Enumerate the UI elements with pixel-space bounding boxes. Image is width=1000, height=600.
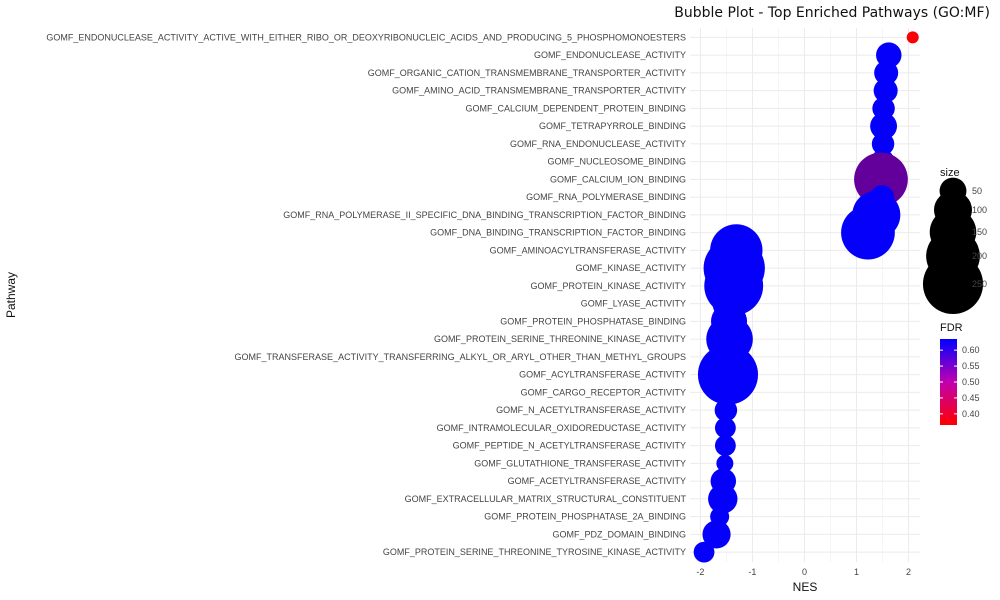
size-legend-bubble <box>922 253 984 315</box>
size-legend-label: 250 <box>972 279 987 289</box>
pathway-label: GOMF_RNA_POLYMERASE_II_SPECIFIC_DNA_BIND… <box>283 210 686 220</box>
pathway-label: GOMF_CALCIUM_ION_BINDING <box>550 174 686 184</box>
fdr-tick-label: 0.45 <box>962 393 980 403</box>
pathway-label: GOMF_CARGO_RECEPTOR_ACTIVITY <box>521 387 686 397</box>
pathway-label: GOMF_TRANSFERASE_ACTIVITY_TRANSFERRING_A… <box>235 352 686 362</box>
pathway-label: GOMF_ENDONUCLEASE_ACTIVITY <box>534 50 686 60</box>
size-legend-title: size <box>940 167 960 179</box>
pathway-label: GOMF_PROTEIN_KINASE_ACTIVITY <box>530 281 686 291</box>
pathway-label: GOMF_NUCLEOSOME_BINDING <box>547 157 686 167</box>
bubble <box>708 484 738 514</box>
fdr-tick-label: 0.40 <box>962 409 980 419</box>
pathway-label: GOMF_DNA_BINDING_TRANSCRIPTION_FACTOR_BI… <box>430 228 686 238</box>
pathway-label: GOMF_AMINO_ACID_TRANSMEMBRANE_TRANSPORTE… <box>392 86 686 96</box>
pathway-label: GOMF_GLUTATHIONE_TRANSFERASE_ACTIVITY <box>474 458 686 468</box>
bubble <box>841 205 895 260</box>
size-legend-label: 50 <box>972 186 982 196</box>
bubble <box>702 520 731 549</box>
pathway-label: GOMF_ACETYLTRANSFERASE_ACTIVITY <box>508 476 686 486</box>
x-axis-title: NES <box>793 580 818 594</box>
pathway-label: GOMF_PROTEIN_PHOSPHATASE_2A_BINDING <box>484 512 686 522</box>
bubble <box>714 417 736 439</box>
bubble <box>714 435 736 457</box>
data-points <box>693 31 919 563</box>
pathway-label: GOMF_ACYLTRANSFERASE_ACTIVITY <box>519 370 686 380</box>
pathway-label: GOMF_CALCIUM_DEPENDENT_PROTEIN_BINDING <box>465 103 686 113</box>
pathway-label: GOMF_PROTEIN_SERINE_THREONINE_KINASE_ACT… <box>434 334 686 344</box>
chart-title: Bubble Plot - Top Enriched Pathways (GO:… <box>674 5 990 21</box>
bubble <box>906 31 919 44</box>
fdr-colorbar <box>940 339 957 425</box>
size-legend: size 50 100 150 200 250 <box>922 167 987 315</box>
x-axis-ticks: -2 -1 0 1 2 <box>696 567 911 577</box>
bubble <box>873 78 898 103</box>
pathway-label: GOMF_AMINOACYLTRANSFERASE_ACTIVITY <box>490 245 686 255</box>
pathway-label: GOMF_TETRAPYRROLE_BINDING <box>539 121 686 131</box>
pathway-label: GOMF_RNA_ENDONUCLEASE_ACTIVITY <box>510 139 686 149</box>
y-axis-title: Pathway <box>4 272 18 318</box>
pathway-labels: GOMF_ENDONUCLEASE_ACTIVITY_ACTIVE_WITH_E… <box>46 32 686 557</box>
x-tick-label: 0 <box>802 567 807 577</box>
bubble <box>870 112 898 140</box>
bubble <box>693 541 715 563</box>
pathway-label: GOMF_INTRAMOLECULAR_OXIDOREDUCTASE_ACTIV… <box>437 423 686 433</box>
bubble <box>716 454 734 472</box>
pathway-label: GOMF_PDZ_DOMAIN_BINDING <box>552 529 686 539</box>
x-tick-label: 1 <box>854 567 859 577</box>
bubble <box>871 132 895 156</box>
bubble <box>714 398 738 422</box>
x-tick-label: -2 <box>696 567 704 577</box>
pathway-label: GOMF_PROTEIN_PHOSPHATASE_BINDING <box>500 316 686 326</box>
size-legend-label: 150 <box>972 227 987 237</box>
pathway-label: GOMF_ENDONUCLEASE_ACTIVITY_ACTIVE_WITH_E… <box>46 32 686 42</box>
pathway-label: GOMF_KINASE_ACTIVITY <box>575 263 686 273</box>
size-legend-label: 100 <box>972 205 987 215</box>
pathway-label: GOMF_PROTEIN_SERINE_THREONINE_TYROSINE_K… <box>383 547 686 557</box>
pathway-label: GOMF_N_ACETYLTRANSFERASE_ACTIVITY <box>496 405 686 415</box>
pathway-label: GOMF_LYASE_ACTIVITY <box>581 299 686 309</box>
pathway-label: GOMF_ORGANIC_CATION_TRANSMEMBRANE_TRANSP… <box>368 68 686 78</box>
pathway-label: GOMF_EXTRACELLULAR_MATRIX_STRUCTURAL_CON… <box>405 494 687 504</box>
size-legend-label: 200 <box>972 251 987 261</box>
bubble <box>717 381 739 403</box>
fdr-tick-label: 0.50 <box>962 377 980 387</box>
pathway-label: GOMF_RNA_POLYMERASE_BINDING <box>526 192 686 202</box>
bubble <box>874 60 899 85</box>
fdr-tick-label: 0.55 <box>962 361 980 371</box>
fdr-legend: FDR 0.60 0.55 0.50 0.45 0.40 <box>940 322 980 425</box>
x-tick-label: -1 <box>748 567 756 577</box>
fdr-tick-label: 0.60 <box>962 345 980 355</box>
fdr-legend-title: FDR <box>940 322 963 334</box>
pathway-label: GOMF_PEPTIDE_N_ACETYLTRANSFERASE_ACTIVIT… <box>453 441 686 451</box>
x-tick-label: 2 <box>906 567 911 577</box>
bubble <box>697 344 759 405</box>
